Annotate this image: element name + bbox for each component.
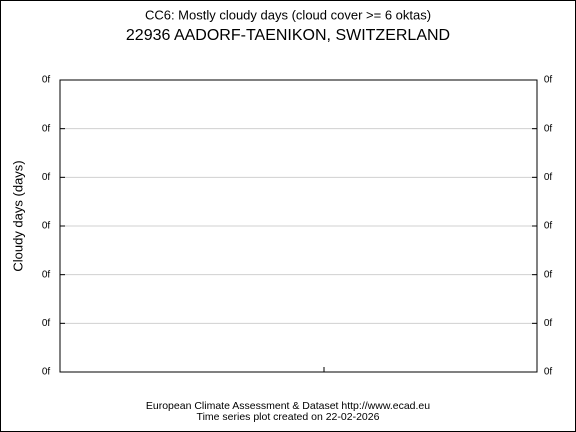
y2-tick-label: 0f xyxy=(544,221,553,232)
y2-tick-label: 0f xyxy=(544,172,553,183)
y-tick-label: 0f xyxy=(42,367,51,378)
y2-tick-label: 0f xyxy=(544,75,553,86)
y-tick-label: 0f xyxy=(42,269,51,280)
y-axis-label: Cloudy days (days) xyxy=(10,160,25,271)
y-tick-label: 0f xyxy=(42,75,51,86)
y2-tick-label: 0f xyxy=(544,269,553,280)
y2-tick-label: 0f xyxy=(544,123,553,134)
footer: Time series plot created on 22-02-2026 xyxy=(197,411,380,423)
y-tick-label: 0f xyxy=(42,123,51,134)
y2-tick-label: 0f xyxy=(544,367,553,378)
y-tick-label: 0f xyxy=(42,221,51,232)
chart-subtitle: 22936 AADORF-TAENIKON, SWITZERLAND xyxy=(126,27,450,44)
y2-tick-label: 0f xyxy=(544,318,553,329)
plot-area xyxy=(59,79,538,373)
footer: European Climate Assessment & Dataset ht… xyxy=(146,400,430,412)
y-tick-label: 0f xyxy=(42,172,51,183)
chart-title: CC6: Mostly cloudy days (cloud cover >= … xyxy=(145,7,431,22)
y-tick-label: 0f xyxy=(42,318,51,329)
